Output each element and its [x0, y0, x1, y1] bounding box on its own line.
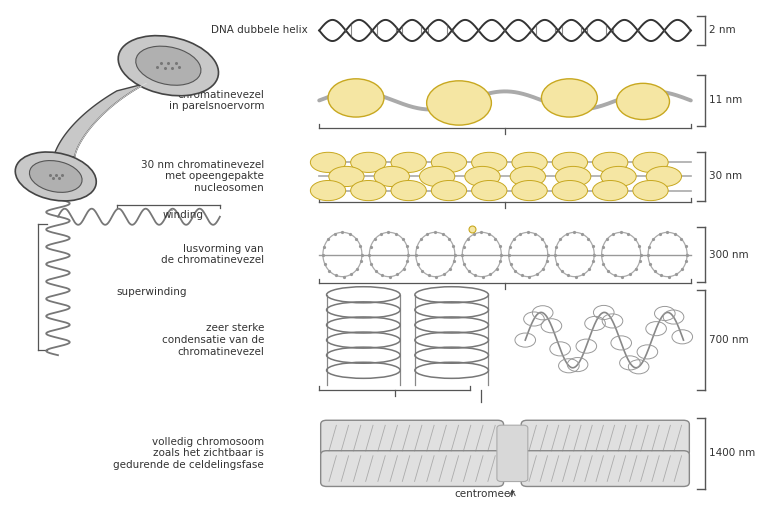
Text: lusvorming van
de chromatinevezel: lusvorming van de chromatinevezel [161, 244, 264, 265]
Text: 2 nm: 2 nm [709, 25, 736, 36]
Ellipse shape [351, 152, 386, 173]
Ellipse shape [593, 152, 628, 173]
Polygon shape [53, 83, 146, 166]
Text: volledig chromosoom
zoals het zichtbaar is
gedurende de celdelingsfase: volledig chromosoom zoals het zichtbaar … [113, 437, 264, 470]
Ellipse shape [633, 152, 668, 173]
Circle shape [426, 81, 491, 125]
Ellipse shape [633, 181, 668, 201]
Ellipse shape [601, 166, 636, 186]
Ellipse shape [555, 166, 591, 186]
Ellipse shape [512, 152, 547, 173]
Circle shape [617, 83, 669, 120]
Ellipse shape [30, 160, 82, 192]
Circle shape [542, 79, 597, 117]
Text: superwinding: superwinding [117, 287, 187, 297]
Text: winding: winding [163, 210, 203, 220]
Ellipse shape [465, 166, 500, 186]
Ellipse shape [419, 166, 455, 186]
Text: centromeer: centromeer [455, 489, 515, 499]
Ellipse shape [310, 152, 345, 173]
Ellipse shape [432, 152, 467, 173]
Text: chromatinevezel
in parelsnoervorm: chromatinevezel in parelsnoervorm [169, 90, 264, 111]
FancyBboxPatch shape [521, 450, 689, 487]
FancyBboxPatch shape [321, 450, 503, 487]
Ellipse shape [552, 152, 588, 173]
Ellipse shape [510, 166, 545, 186]
Circle shape [328, 79, 384, 117]
Text: zeer sterke
condensatie van de
chromatinevezel: zeer sterke condensatie van de chromatin… [162, 324, 264, 357]
Ellipse shape [118, 36, 219, 96]
Text: 700 nm: 700 nm [709, 335, 749, 345]
Text: DNA dubbele helix: DNA dubbele helix [212, 25, 308, 36]
FancyBboxPatch shape [521, 420, 689, 456]
Text: 300 nm: 300 nm [709, 249, 749, 260]
Ellipse shape [329, 166, 364, 186]
Ellipse shape [136, 46, 201, 85]
FancyBboxPatch shape [497, 425, 528, 482]
Ellipse shape [593, 181, 628, 201]
Ellipse shape [471, 152, 507, 173]
Text: 30 nm: 30 nm [709, 172, 743, 182]
Ellipse shape [512, 181, 547, 201]
Text: 30 nm chromatinevezel
met opeengepakte
nucleosomen: 30 nm chromatinevezel met opeengepakte n… [141, 160, 264, 193]
Ellipse shape [391, 181, 426, 201]
Ellipse shape [374, 166, 410, 186]
Text: 1400 nm: 1400 nm [709, 448, 756, 459]
Ellipse shape [471, 181, 507, 201]
Ellipse shape [310, 181, 345, 201]
Text: 11 nm: 11 nm [709, 96, 743, 105]
Ellipse shape [432, 181, 467, 201]
Ellipse shape [552, 181, 588, 201]
Ellipse shape [351, 181, 386, 201]
FancyBboxPatch shape [321, 420, 503, 456]
Ellipse shape [646, 166, 681, 186]
Ellipse shape [15, 152, 96, 201]
Ellipse shape [391, 152, 426, 173]
